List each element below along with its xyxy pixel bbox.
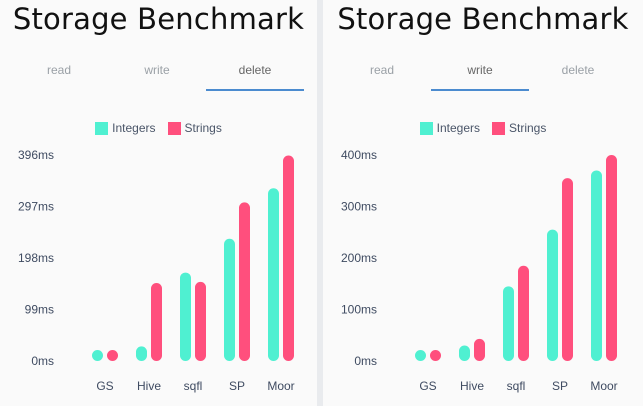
y-tick-label: 400ms <box>341 148 377 162</box>
bar-integers-moor <box>268 188 279 361</box>
tab-delete[interactable]: delete <box>561 63 595 77</box>
tab-delete[interactable]: delete <box>206 56 304 92</box>
x-category-label: sqfl <box>507 379 526 393</box>
integers-swatch <box>419 121 433 135</box>
tab-read[interactable]: read <box>46 63 72 77</box>
tab-bar: read write delete <box>10 56 304 92</box>
x-category-label: Moor <box>267 379 294 393</box>
legend-label-strings: Strings <box>509 121 547 135</box>
y-tick-label: 200ms <box>341 251 377 265</box>
benchmark-screen-write: Storage Benchmark read write delete Inte… <box>323 0 643 406</box>
x-category-label: Moor <box>590 379 617 393</box>
legend-label-strings: Strings <box>184 121 222 135</box>
integers-swatch <box>95 121 109 135</box>
bar-strings-sqfl <box>195 281 206 361</box>
strings-swatch <box>492 121 505 135</box>
bar-integers-hive <box>459 345 470 361</box>
y-tick-label: 396ms <box>18 148 54 162</box>
x-category-label: Hive <box>137 379 161 393</box>
page-title: Storage Benchmark <box>12 2 305 36</box>
bar-strings-hive <box>151 282 162 361</box>
bar-integers-hive <box>136 346 147 361</box>
bar-integers-moor <box>591 170 602 361</box>
legend-label-integers: Integers <box>436 121 480 135</box>
tab-write[interactable]: write <box>431 56 529 92</box>
bar-integers-sp <box>224 238 235 361</box>
chart-legend: Integers Strings <box>323 121 643 135</box>
bar-strings-moor <box>606 155 617 361</box>
page-title: Storage Benchmark <box>337 2 629 36</box>
tab-read[interactable]: read <box>369 63 395 77</box>
bar-chart-delete: 0ms 99ms 198ms 297ms 396ms GS Hive sqfl SP Moor <box>18 148 295 393</box>
bar-strings-gs <box>107 350 118 361</box>
x-category-label: GS <box>419 379 436 393</box>
y-tick-label: 0ms <box>354 354 377 368</box>
y-tick-label: 99ms <box>25 303 54 317</box>
y-tick-label: 0ms <box>31 354 54 368</box>
bar-integers-sqfl <box>180 272 191 361</box>
bar-integers-sp <box>547 229 558 361</box>
y-tick-label: 300ms <box>341 200 377 214</box>
bar-strings-moor <box>283 155 294 361</box>
legend-item-strings: Strings <box>492 121 546 135</box>
benchmark-screen-delete: Storage Benchmark read write delete Inte… <box>0 0 317 406</box>
bar-integers-sqfl <box>503 286 514 361</box>
x-category-label: GS <box>96 379 113 393</box>
x-category-label: SP <box>229 379 245 393</box>
strings-swatch <box>167 121 181 135</box>
x-category-label: sqfl <box>184 379 203 393</box>
y-tick-label: 198ms <box>18 251 54 265</box>
bar-strings-sp <box>562 178 573 361</box>
legend-label-integers: Integers <box>112 121 156 135</box>
legend-item-strings: Strings <box>167 121 222 135</box>
y-tick-label: 100ms <box>341 303 377 317</box>
x-category-label: SP <box>552 379 568 393</box>
tab-write[interactable]: write <box>144 63 170 77</box>
tab-bar: read write delete <box>333 56 627 92</box>
y-tick-label: 297ms <box>18 200 54 214</box>
chart-legend: Integers Strings <box>0 121 317 135</box>
bar-strings-hive <box>474 338 485 361</box>
legend-item-integers: Integers <box>419 121 480 135</box>
x-category-label: Hive <box>460 379 484 393</box>
bar-chart-write: 0ms 100ms 200ms 300ms 400ms GS Hive sqfl SP Moor <box>341 148 618 393</box>
bar-strings-sqfl <box>518 265 529 361</box>
legend-item-integers: Integers <box>95 121 156 135</box>
bar-strings-gs <box>430 350 441 361</box>
bar-strings-sp <box>239 202 250 361</box>
bar-integers-gs <box>92 350 103 361</box>
bar-integers-gs <box>415 350 426 361</box>
